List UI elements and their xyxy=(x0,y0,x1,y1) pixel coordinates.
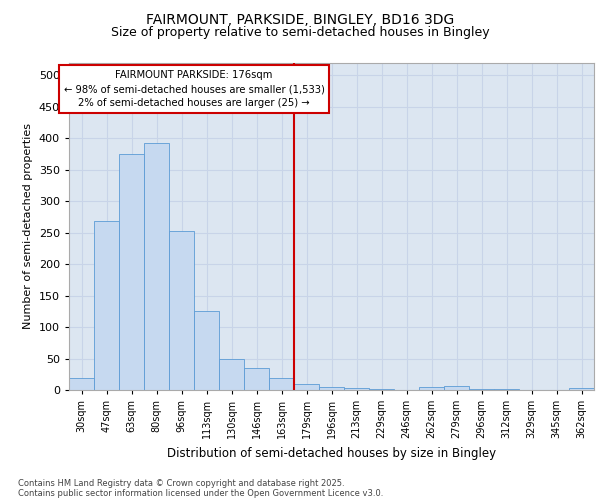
Bar xyxy=(444,386,469,390)
Bar xyxy=(219,358,244,390)
Bar xyxy=(169,230,194,390)
Text: Size of property relative to semi-detached houses in Bingley: Size of property relative to semi-detach… xyxy=(110,26,490,39)
Text: Contains HM Land Registry data © Crown copyright and database right 2025.: Contains HM Land Registry data © Crown c… xyxy=(18,478,344,488)
Bar xyxy=(319,387,344,390)
Bar xyxy=(294,384,319,390)
Bar xyxy=(194,312,219,390)
Bar xyxy=(144,143,169,390)
Bar xyxy=(94,221,119,390)
Text: Contains public sector information licensed under the Open Government Licence v3: Contains public sector information licen… xyxy=(18,488,383,498)
Bar xyxy=(419,387,444,390)
Bar xyxy=(269,378,294,390)
Bar xyxy=(119,154,144,390)
Bar xyxy=(344,388,369,390)
X-axis label: Distribution of semi-detached houses by size in Bingley: Distribution of semi-detached houses by … xyxy=(167,446,496,460)
Y-axis label: Number of semi-detached properties: Number of semi-detached properties xyxy=(23,123,33,329)
Bar xyxy=(244,368,269,390)
Text: FAIRMOUNT PARKSIDE: 176sqm
← 98% of semi-detached houses are smaller (1,533)
2% : FAIRMOUNT PARKSIDE: 176sqm ← 98% of semi… xyxy=(64,70,325,108)
Bar xyxy=(469,388,494,390)
Text: FAIRMOUNT, PARKSIDE, BINGLEY, BD16 3DG: FAIRMOUNT, PARKSIDE, BINGLEY, BD16 3DG xyxy=(146,12,454,26)
Bar xyxy=(569,388,594,390)
Bar xyxy=(69,378,94,390)
